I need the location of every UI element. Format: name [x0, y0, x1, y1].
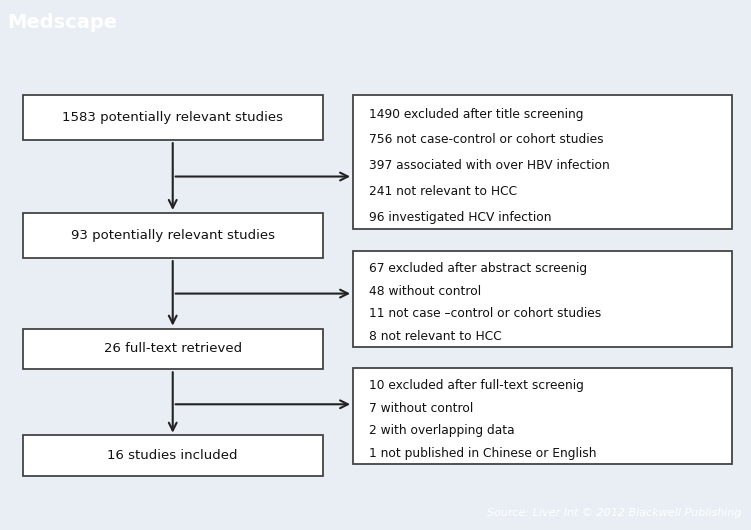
Text: 11 not case –control or cohort studies: 11 not case –control or cohort studies: [369, 307, 602, 320]
FancyBboxPatch shape: [353, 251, 732, 347]
Text: 1583 potentially relevant studies: 1583 potentially relevant studies: [62, 111, 283, 124]
Text: 16 studies included: 16 studies included: [107, 449, 238, 462]
FancyBboxPatch shape: [353, 368, 732, 464]
Text: 397 associated with over HBV infection: 397 associated with over HBV infection: [369, 159, 611, 172]
FancyBboxPatch shape: [23, 95, 323, 140]
Text: 756 not case-control or cohort studies: 756 not case-control or cohort studies: [369, 134, 604, 146]
Text: 1 not published in Chinese or English: 1 not published in Chinese or English: [369, 447, 597, 460]
Text: 1490 excluded after title screening: 1490 excluded after title screening: [369, 108, 584, 121]
FancyBboxPatch shape: [23, 329, 323, 369]
Text: 67 excluded after abstract screenig: 67 excluded after abstract screenig: [369, 262, 587, 275]
Text: 48 without control: 48 without control: [369, 285, 481, 297]
Text: 10 excluded after full-text screenig: 10 excluded after full-text screenig: [369, 379, 584, 392]
Text: 2 with overlapping data: 2 with overlapping data: [369, 425, 515, 437]
Text: 241 not relevant to HCC: 241 not relevant to HCC: [369, 185, 517, 198]
Text: Source: Liver Int © 2012 Blackwell Publishing: Source: Liver Int © 2012 Blackwell Publi…: [487, 508, 742, 518]
Text: 96 investigated HCV infection: 96 investigated HCV infection: [369, 210, 552, 224]
Text: 26 full-text retrieved: 26 full-text retrieved: [104, 342, 242, 356]
FancyBboxPatch shape: [353, 95, 732, 229]
FancyBboxPatch shape: [23, 435, 323, 476]
FancyBboxPatch shape: [23, 213, 323, 258]
Text: 93 potentially relevant studies: 93 potentially relevant studies: [71, 229, 275, 242]
Text: 8 not relevant to HCC: 8 not relevant to HCC: [369, 330, 502, 343]
Text: 7 without control: 7 without control: [369, 402, 474, 414]
Text: Medscape: Medscape: [8, 13, 118, 32]
